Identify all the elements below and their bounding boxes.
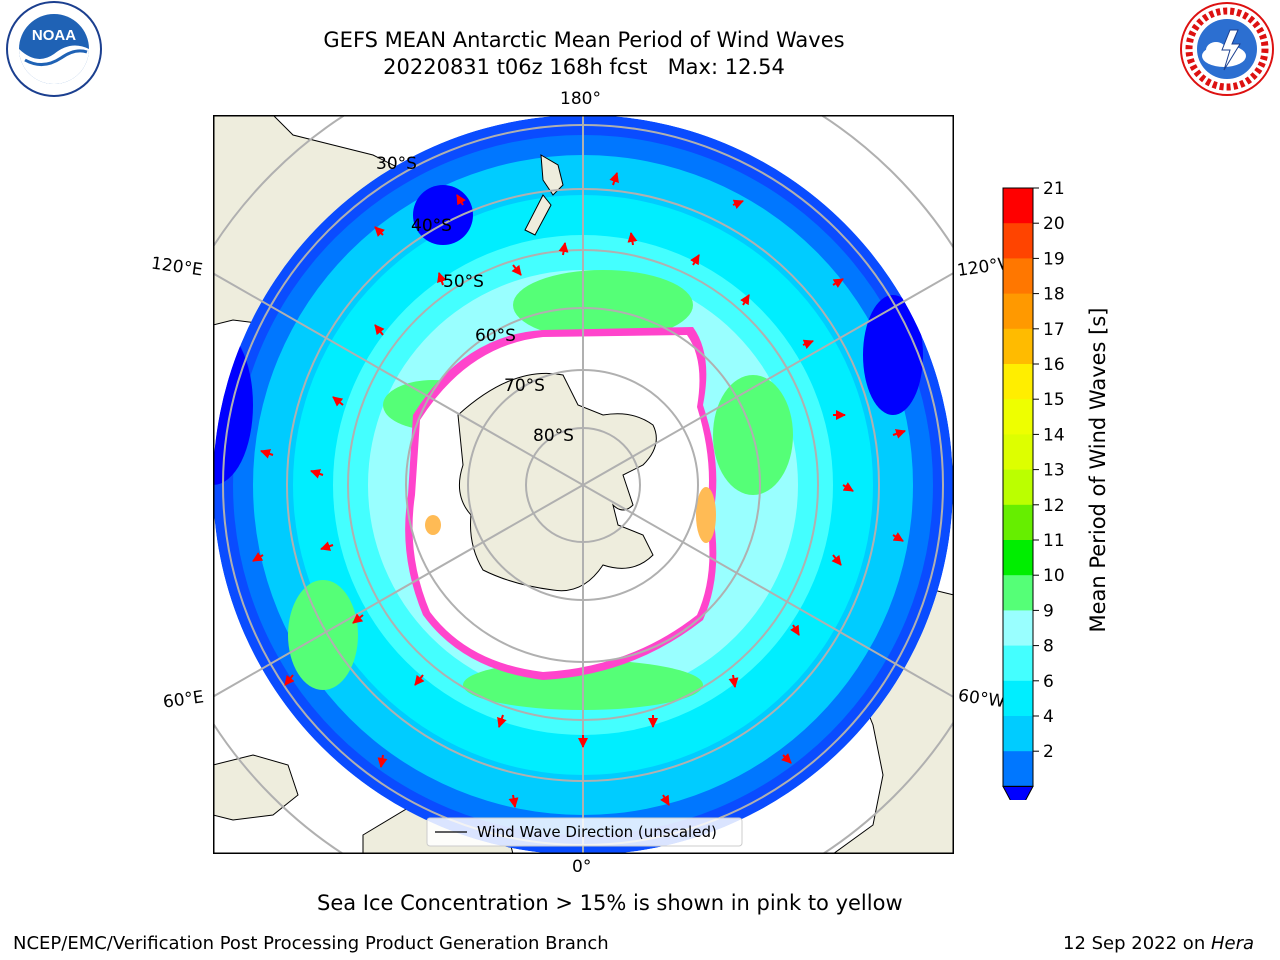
nws-logo <box>1178 0 1276 98</box>
lat-label-30s: 30°S <box>376 154 417 174</box>
lat-label-60s: 60°S <box>475 326 516 346</box>
noaa-logo: NOAA <box>5 0 103 98</box>
colorbar-band <box>1003 469 1033 506</box>
colorbar-tick-label: 9 <box>1043 601 1054 621</box>
colorbar-tick-label: 12 <box>1043 496 1065 516</box>
lat-label-80s: 80°S <box>533 426 574 446</box>
colorbar-band <box>1003 364 1033 400</box>
colorbar-tick-label: 18 <box>1043 285 1065 305</box>
colorbar-band <box>1003 223 1033 259</box>
colorbar-tick-label: 6 <box>1043 672 1054 692</box>
colorbar-tick-label: 17 <box>1043 320 1065 340</box>
colorbar-band <box>1003 645 1033 682</box>
lat-label-40s: 40°S <box>411 216 452 236</box>
colorbar-band <box>1003 293 1033 330</box>
colorbar-band <box>1003 504 1033 541</box>
colorbar-tick-label: 11 <box>1043 531 1065 551</box>
lon-label-60e: 60°E <box>161 687 206 713</box>
footer-credit: NCEP/EMC/Verification Post Processing Pr… <box>13 933 609 954</box>
colorbar-band <box>1003 258 1033 295</box>
legend-label: Wind Wave Direction (unscaled) <box>477 823 717 841</box>
colorbar-band <box>1003 751 1033 787</box>
sea-ice-note: Sea Ice Concentration > 15% is shown in … <box>317 891 903 915</box>
polar-map: 30°S 40°S 50°S 60°S 70°S 80°S Wind Wave … <box>213 115 954 854</box>
colorbar-band <box>1003 716 1033 752</box>
colorbar-tick-label: 14 <box>1043 425 1065 445</box>
colorbar-tick-label: 10 <box>1043 566 1065 586</box>
footer-date-text: 12 Sep 2022 on <box>1063 933 1211 954</box>
colorbar-band <box>1003 434 1033 471</box>
footer-host: Hera <box>1210 933 1254 954</box>
colorbar-tick-label: 2 <box>1043 742 1054 762</box>
map-legend <box>426 817 743 847</box>
lon-label-120e: 120°E <box>149 253 204 281</box>
colorbar-tick-label: 20 <box>1043 214 1065 234</box>
lat-label-70s: 70°S <box>504 376 545 396</box>
colorbar-label: Mean Period of Wind Waves [s] <box>1086 307 1110 633</box>
colorbar-band <box>1003 328 1033 365</box>
colorbar-band <box>1003 188 1033 224</box>
colorbar-tick-label: 16 <box>1043 355 1065 375</box>
colorbar-band <box>1003 575 1033 611</box>
chart-subtitle: 20220831 t06z 168h fcst Max: 12.54 <box>383 55 785 79</box>
colorbar-tick-label: 8 <box>1043 637 1054 657</box>
colorbar-band <box>1003 610 1033 647</box>
colorbar-tick-label: 19 <box>1043 249 1065 269</box>
lat-label-50s: 50°S <box>443 272 484 292</box>
lon-label-180: 180° <box>560 89 601 109</box>
colorbar-tick-label: 21 <box>1043 180 1065 199</box>
colorbar-tick-label: 13 <box>1043 461 1065 481</box>
colorbar-band <box>1003 399 1033 435</box>
colorbar-band <box>1003 680 1033 717</box>
svg-text:NOAA: NOAA <box>32 27 76 44</box>
colorbar-tick-label: 4 <box>1043 707 1054 727</box>
colorbar-band <box>1003 540 1033 576</box>
footer-date: 12 Sep 2022 on Hera <box>1063 933 1254 954</box>
colorbar-under-arrow <box>1002 785 1034 816</box>
chart-title: GEFS MEAN Antarctic Mean Period of Wind … <box>323 28 845 52</box>
colorbar: 21 20 19 18 17 16 15 14 13 12 11 10 9 8 6 4 2 <box>980 179 1100 816</box>
lon-label-0: 0° <box>572 857 592 877</box>
colorbar-tick-label: 15 <box>1043 390 1065 410</box>
